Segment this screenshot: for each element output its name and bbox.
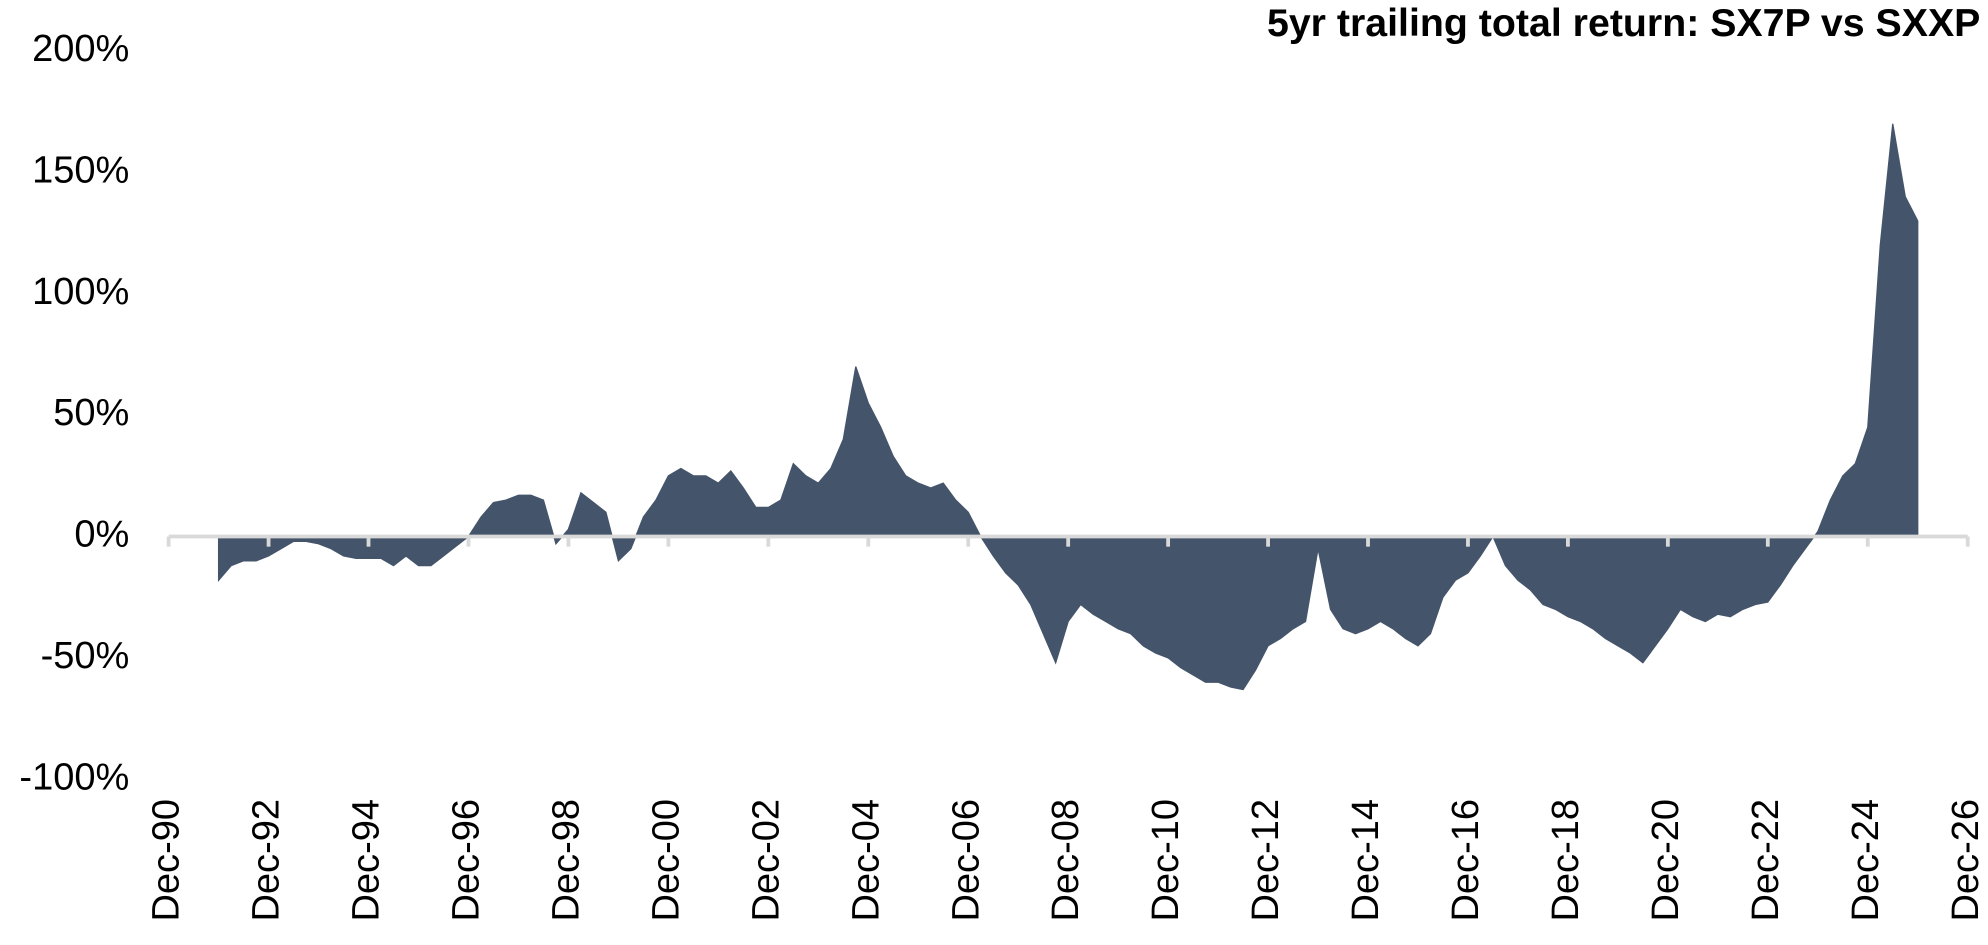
- x-tick-label: Dec-92: [246, 799, 288, 922]
- area: [217, 123, 1919, 691]
- y-tick-label: 50%: [53, 392, 129, 434]
- x-tick-label: Dec-20: [1645, 799, 1687, 922]
- x-tick-label: Dec-10: [1145, 799, 1187, 922]
- y-tick-label: 100%: [32, 271, 129, 313]
- y-tick-label: 150%: [32, 149, 129, 191]
- x-tick-label: Dec-24: [1845, 799, 1887, 922]
- x-tick-label: Dec-96: [446, 799, 488, 922]
- y-tick-label: 200%: [32, 28, 129, 70]
- x-tick-label: Dec-18: [1545, 799, 1587, 922]
- y-tick-label: -100%: [19, 756, 129, 798]
- x-tick-label: Dec-06: [945, 799, 987, 922]
- chart-title: 5yr trailing total return: SX7P vs SXXP: [1267, 1, 1980, 45]
- x-tick-label: Dec-08: [1045, 799, 1087, 922]
- y-tick-label: 0%: [74, 514, 129, 556]
- x-tick-label: Dec-14: [1345, 799, 1387, 922]
- x-tick-label: Dec-22: [1745, 799, 1787, 922]
- x-tick-label: Dec-98: [545, 799, 587, 922]
- x-tick-label: Dec-00: [645, 799, 687, 922]
- x-tick-label: Dec-04: [845, 799, 887, 922]
- x-tick-label: Dec-90: [146, 799, 188, 922]
- x-tick-label: Dec-26: [1945, 799, 1987, 922]
- x-tick-label: Dec-16: [1445, 799, 1487, 922]
- y-tick-label: -50%: [41, 635, 130, 677]
- x-tick-label: Dec-12: [1245, 799, 1287, 922]
- x-tick-label: Dec-94: [346, 799, 388, 922]
- x-tick-label: Dec-02: [745, 799, 787, 922]
